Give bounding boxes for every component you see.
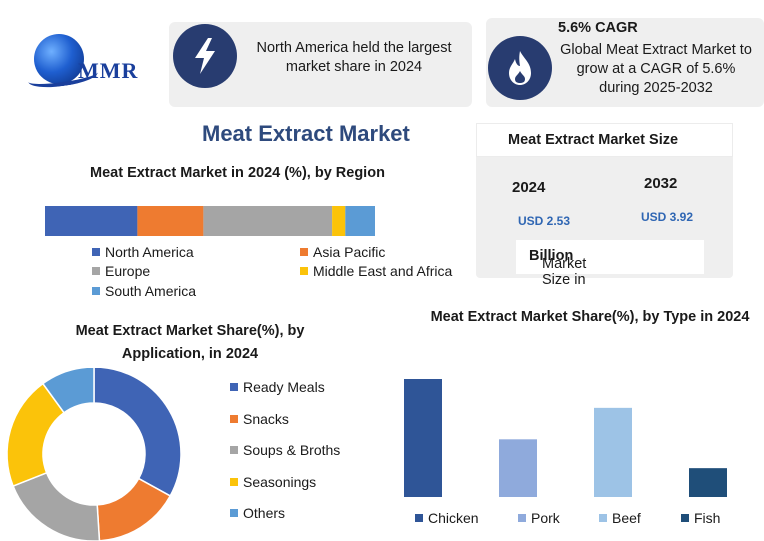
legend-item-chicken: Chicken: [415, 510, 479, 526]
legend-label: Snacks: [243, 410, 289, 427]
legend-label: South America: [105, 283, 197, 299]
legend-item-middle-east-and-africa: Middle East and Africa: [300, 263, 452, 279]
legend-label: North America: [105, 244, 194, 260]
legend-label: Europe: [105, 263, 151, 279]
value-2032: USD 3.92: [641, 210, 694, 224]
info-card-text: Global Meat Extract Market to grow at a …: [560, 42, 752, 96]
year-2032-label: 2032: [644, 175, 678, 192]
legend-swatch: [230, 446, 238, 454]
region-stacked-bar: [45, 206, 375, 236]
legend-item-asia-pacific: Asia Pacific: [300, 244, 385, 260]
legend-swatch: [300, 267, 308, 275]
legend-swatch: [230, 509, 238, 517]
region-chart-title: Meat Extract Market in 2024 (%), by Regi…: [90, 165, 385, 181]
donut-slice-others: [41, 368, 95, 414]
market-size-header: [476, 123, 733, 157]
region-segment-middle-east-and-africa: [332, 206, 346, 236]
legend-swatch: [92, 267, 100, 275]
market-size-title-text: Meat Extract Market Size: [508, 132, 679, 148]
legend-swatch: [230, 414, 238, 423]
info-card-text: North America held the largest market sh…: [256, 40, 452, 75]
cagr-title: 5.6% CAGR: [558, 20, 638, 36]
market-size-title: Meat Extract Market Size: [476, 123, 733, 157]
page-title: Meat Extract Market: [202, 121, 410, 146]
legend-swatch: [681, 514, 689, 522]
application-donut-chart: [6, 368, 182, 541]
unit-prefix: Market Size in: [542, 256, 587, 288]
lightning-icon: [173, 24, 237, 88]
region-segment-europe: [203, 206, 333, 236]
legend-item-south-america: South America: [92, 283, 196, 299]
legend-item-seasonings: Seasonings: [230, 474, 316, 490]
region-segment-asia-pacific: [137, 206, 204, 236]
legend-item-snacks: Snacks: [230, 411, 289, 427]
logo-text: MMR: [78, 58, 139, 83]
year-2024-label: 2024: [512, 179, 546, 196]
legend-item-fish: Fish: [681, 510, 720, 526]
legend-item-ready-meals: Ready Meals: [230, 379, 325, 395]
type-chart-title: Meat Extract Market Share(%), by Type in…: [430, 309, 750, 325]
flame-icon: [488, 36, 552, 100]
bar-chicken: [404, 379, 442, 497]
legend-label: Others: [243, 505, 286, 521]
legend-swatch: [92, 248, 100, 256]
globe-icon: [34, 34, 84, 84]
legend-swatch: [300, 248, 308, 256]
unit-value: Billion: [529, 248, 574, 264]
legend-label: Ready Meals: [243, 379, 325, 395]
legend-item-pork: Pork: [518, 510, 560, 526]
legend-swatch: [230, 477, 238, 486]
legend-label: Chicken: [428, 510, 479, 526]
donut-slice-ready-meals: [93, 368, 182, 497]
legend-item-north-america: North America: [92, 244, 194, 260]
info-card-cagr: 5.6% CAGR Global Meat Extract Market to …: [486, 18, 764, 107]
mmr-logo: MMR: [27, 32, 156, 92]
bar-fish: [689, 468, 727, 497]
legend-label: Asia Pacific: [313, 244, 386, 260]
info-card-north-america: North America held the largest market sh…: [169, 22, 472, 107]
legend-label: Beef: [612, 510, 641, 526]
region-segment-north-america: [45, 206, 138, 236]
value-2024: USD 2.53: [518, 214, 571, 228]
market-size-unit-text: Market Size in Billion: [529, 248, 586, 288]
legend-label: Pork: [531, 510, 560, 526]
bar-pork: [499, 439, 537, 497]
donut-slice-soups-broths: [12, 471, 101, 541]
legend-swatch: [518, 514, 526, 522]
legend-label: Seasonings: [243, 473, 317, 490]
application-chart-title: Meat Extract Market Share(%), by Applica…: [75, 323, 305, 362]
legend-swatch: [415, 514, 423, 522]
region-segment-south-america: [345, 206, 375, 236]
type-bar-chart: [404, 379, 727, 497]
market-size-unit-box: Market Size in Billion: [516, 240, 704, 288]
legend-label: Fish: [694, 510, 721, 526]
market-size-panel: Meat Extract Market Size 2024 2032 USD 2…: [476, 123, 733, 288]
legend-label: Soups & Broths: [243, 442, 341, 458]
legend-swatch: [230, 383, 238, 391]
legend-item-europe: Europe: [92, 263, 150, 279]
legend-label: Middle East and Africa: [313, 263, 453, 279]
legend-item-soups-broths: Soups & Broths: [230, 442, 340, 458]
legend-swatch: [92, 287, 100, 295]
bar-beef: [594, 407, 632, 497]
legend-swatch: [599, 514, 607, 522]
legend-item-beef: Beef: [599, 510, 641, 526]
legend-item-others: Others: [230, 505, 285, 521]
